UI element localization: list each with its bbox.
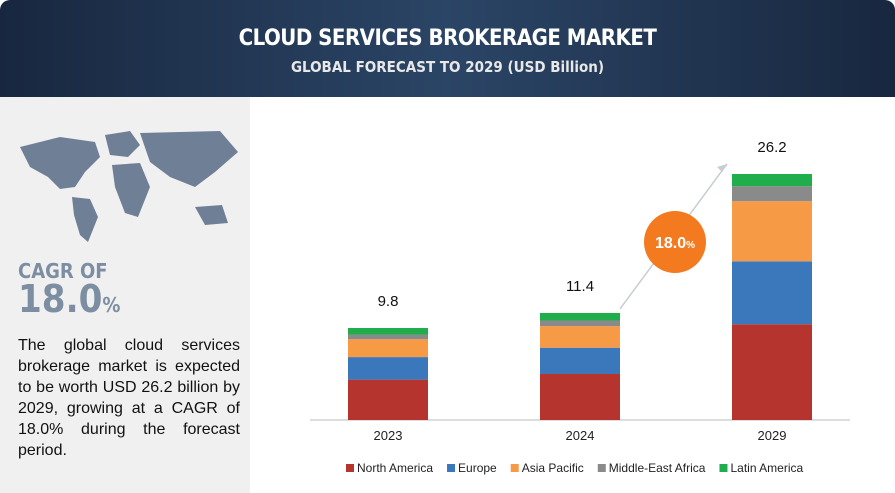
legend-swatch xyxy=(719,464,728,472)
title: CLOUD SERVICES BROKERAGE MARKET xyxy=(238,26,657,51)
legend-label: Latin America xyxy=(730,461,803,475)
bar-segment xyxy=(732,201,812,262)
description: The global cloud services brokerage mark… xyxy=(18,337,240,459)
bar-segment xyxy=(348,357,428,380)
legend-swatch xyxy=(447,464,456,472)
legend-swatch xyxy=(597,464,606,472)
bar-segment xyxy=(540,347,620,374)
legend-label: North America xyxy=(357,461,433,475)
cagr-heading: CAGR OF xyxy=(18,259,108,283)
bar-segment xyxy=(348,327,428,335)
cagr-value: 18.0% xyxy=(18,277,120,321)
cagr-bubble-unit: % xyxy=(686,240,695,251)
bar-segment xyxy=(540,326,620,348)
arrow-head xyxy=(717,164,727,172)
cagr-unit: % xyxy=(102,293,121,317)
bar-segment xyxy=(348,334,428,340)
x-tick-label: 2024 xyxy=(566,428,595,443)
legend-swatch xyxy=(346,464,354,472)
legend-label: Asia Pacific xyxy=(522,461,584,475)
total-label: 26.2 xyxy=(757,139,786,156)
bar-segment xyxy=(540,320,620,327)
bar-segment xyxy=(732,186,812,202)
cagr-number: 18.0 xyxy=(18,277,103,321)
bar-segment xyxy=(348,379,428,420)
header: CLOUD SERVICES BROKERAGE MARKET GLOBAL F… xyxy=(0,0,895,97)
bar-segment xyxy=(732,324,812,420)
total-label: 9.8 xyxy=(378,293,399,310)
bar-segment xyxy=(540,312,620,321)
chart: 9.8 2023 11.4 2024 26.2 2029 18.0% North Americ… xyxy=(310,139,850,475)
total-label: 11.4 xyxy=(566,278,594,295)
bar-segment xyxy=(540,373,620,420)
x-tick-label: 2023 xyxy=(374,428,403,443)
bar-segment xyxy=(732,261,812,325)
sidebar: CAGR OF 18.0% The global cloud services … xyxy=(0,97,250,493)
x-tick-label: 2029 xyxy=(758,428,787,443)
subtitle: GLOBAL FORECAST TO 2029 (USD Billion) xyxy=(290,58,605,76)
cagr-bubble-number: 18.0 xyxy=(655,235,686,252)
legend-label: Middle-East Africa xyxy=(609,461,706,475)
cagr-bubble-label: 18.0% xyxy=(655,235,695,252)
bar-segment xyxy=(732,174,812,187)
legend-swatch xyxy=(510,464,519,472)
world-map xyxy=(20,131,238,242)
legend-label: Europe xyxy=(458,461,497,475)
bar-segment xyxy=(348,339,428,358)
cagr-bubble xyxy=(644,211,706,273)
